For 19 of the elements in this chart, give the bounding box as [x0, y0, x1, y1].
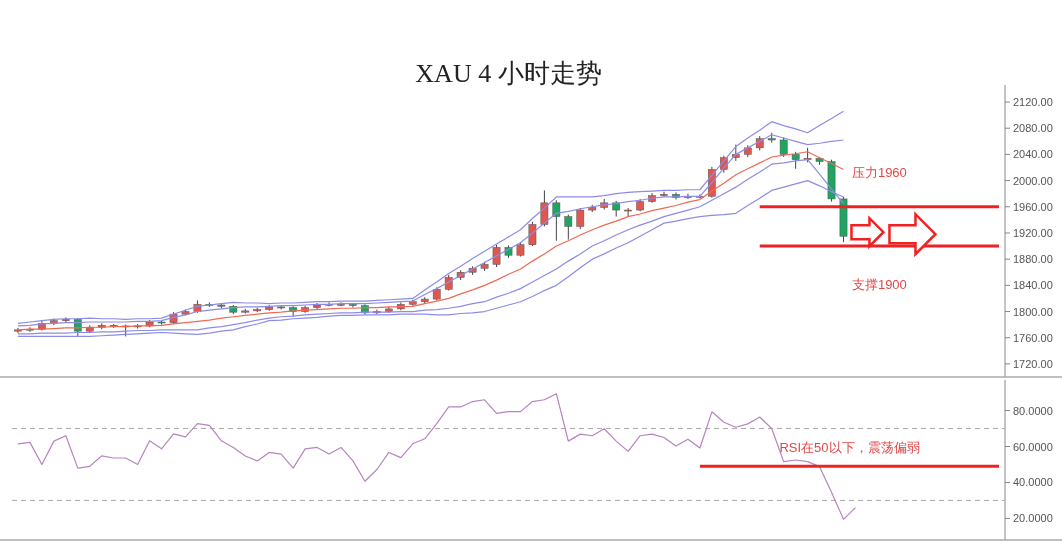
y-tick-label: 2120.00 [1013, 96, 1053, 109]
annotation: RSI在50以下，震荡偏弱 [779, 440, 920, 456]
y-tick-label: 80.0000 [1013, 404, 1053, 417]
annotation: 支撑1900 [851, 277, 907, 293]
y-tick-label: 60.0000 [1013, 440, 1053, 453]
y-tick-label: 2000.00 [1013, 174, 1053, 187]
annotation: 压力1960 [851, 164, 907, 180]
y-tick-label: 1800.00 [1013, 305, 1053, 318]
y-tick-label: 2080.00 [1013, 122, 1053, 135]
y-tick-label: 1760.00 [1013, 331, 1053, 344]
y-tick-label: 1880.00 [1013, 253, 1053, 266]
y-tick-label: 1840.00 [1013, 279, 1053, 292]
y-tick-label: 1960.00 [1013, 200, 1053, 213]
chart-title: XAU 4 小时走势 [415, 59, 602, 88]
y-tick-label: 40.0000 [1013, 476, 1053, 489]
y-tick-label: 2040.00 [1013, 148, 1053, 161]
y-tick-label: 1720.00 [1013, 357, 1053, 370]
y-tick-label: 1920.00 [1013, 226, 1053, 239]
y-tick-label: 20.0000 [1013, 512, 1053, 525]
